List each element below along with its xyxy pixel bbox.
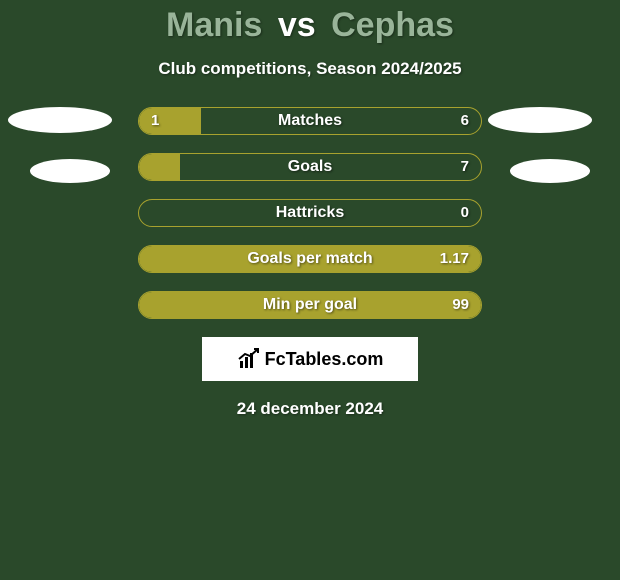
subtitle: Club competitions, Season 2024/2025 (0, 59, 620, 79)
title-vs: vs (278, 6, 316, 44)
bar-value-right: 6 (461, 108, 469, 134)
stat-bar: Min per goal99 (138, 291, 482, 319)
chart-icon (237, 347, 261, 371)
comparison-stage: 1Matches6 Goals7 Hattricks0 Goals per match… (0, 107, 620, 319)
stat-bar: Hattricks0 (138, 199, 482, 227)
bar-value-right: 0 (461, 200, 469, 226)
bar-value-right: 99 (452, 292, 469, 318)
stat-bars-container: 1Matches6 Goals7 Hattricks0 Goals per match… (138, 107, 482, 319)
stat-bar: Goals7 (138, 153, 482, 181)
bar-label: Goals (139, 154, 481, 180)
bar-label: Min per goal (139, 292, 481, 318)
brand-logo: FcTables.com (202, 337, 418, 381)
bar-label: Hattricks (139, 200, 481, 226)
bar-label: Matches (139, 108, 481, 134)
player-badge-ellipse (8, 107, 112, 133)
player-badge-ellipse (30, 159, 110, 183)
stat-bar: 1Matches6 (138, 107, 482, 135)
brand-text: FcTables.com (265, 349, 384, 370)
bar-label: Goals per match (139, 246, 481, 272)
player-badge-ellipse (510, 159, 590, 183)
bar-value-right: 1.17 (440, 246, 469, 272)
page-title: Manis vs Cephas (0, 0, 620, 45)
stat-bar: Goals per match1.17 (138, 245, 482, 273)
title-player1: Manis (166, 6, 262, 44)
date-text: 24 december 2024 (0, 399, 620, 419)
title-player2: Cephas (331, 6, 454, 44)
player-badge-ellipse (488, 107, 592, 133)
bar-value-right: 7 (461, 154, 469, 180)
